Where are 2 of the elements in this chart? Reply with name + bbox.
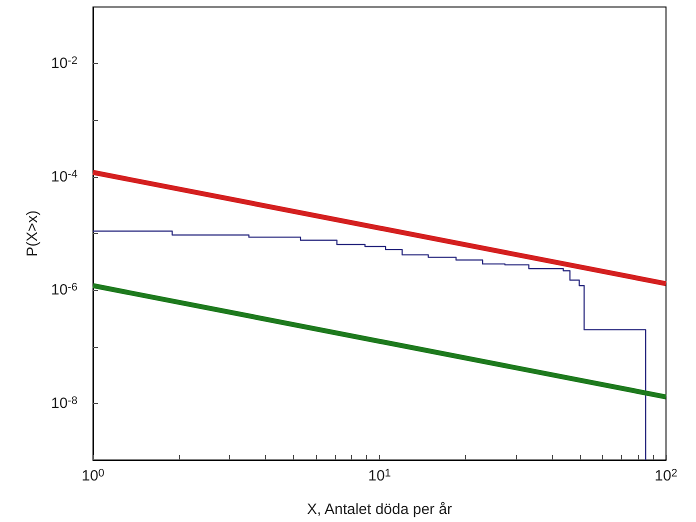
x-axis-title: X, Antalet döda per år xyxy=(306,501,452,518)
y-axis-title: P(X>x) xyxy=(24,210,42,257)
